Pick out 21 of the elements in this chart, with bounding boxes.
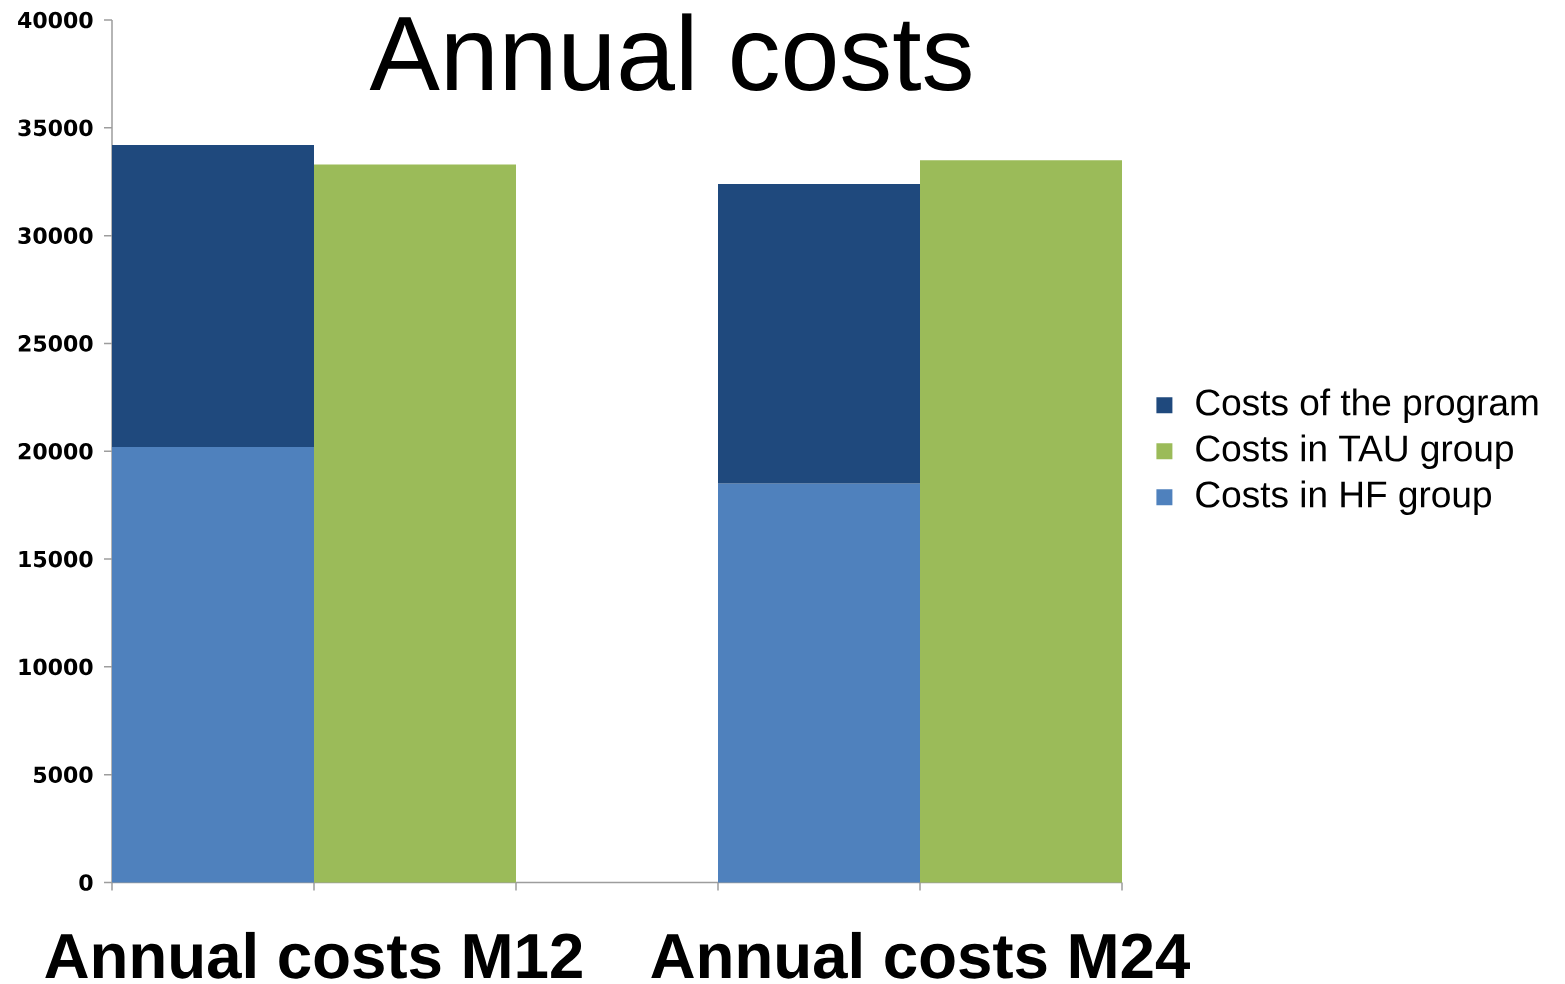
y-tick-label: 25000: [18, 335, 93, 352]
bar: [718, 483, 920, 883]
bar: [112, 446, 314, 883]
bar: [718, 183, 920, 484]
y-tick-label: 30000: [18, 227, 93, 244]
legend-label: Costs in TAU group: [1196, 434, 1513, 469]
chart-title: Annual costs: [369, 13, 971, 92]
text: Annual costs M24: [651, 931, 1190, 979]
legend-label: Costs of the program: [1196, 388, 1538, 423]
y-tick-label: 10000: [19, 658, 93, 676]
bar: [920, 160, 1123, 883]
legend-label: Costs in HF group: [1196, 480, 1491, 515]
y-tick-label: 20000: [18, 442, 93, 460]
text: Annual costs M12: [45, 931, 582, 979]
y-tick-label: 15000: [19, 550, 93, 568]
y-tick-label: 35000: [18, 119, 93, 137]
y-tick-label: 0: [79, 874, 93, 891]
bar: [112, 145, 314, 447]
y-tick-label: 5000: [34, 766, 93, 784]
bar: [314, 164, 516, 883]
y-tick-label: 40000: [18, 11, 93, 29]
